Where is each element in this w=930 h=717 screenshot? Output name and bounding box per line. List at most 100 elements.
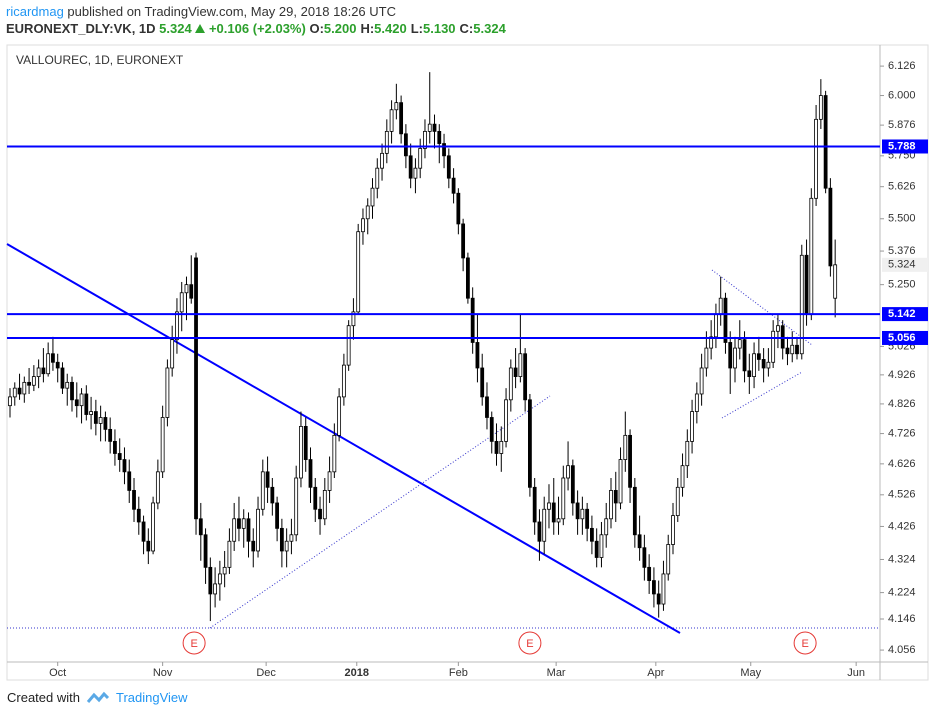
candle-body [418, 148, 423, 169]
x-tick-label: Jun [847, 667, 865, 679]
candle-body [661, 573, 666, 605]
candle-body [222, 566, 227, 575]
event-label: E [190, 638, 197, 650]
chart-title: VALLOUREC, 1D, EURONEXT [16, 53, 184, 67]
candle-body [618, 459, 623, 504]
candle-body [346, 325, 351, 366]
y-tick-label: 6.126 [888, 60, 916, 72]
candle-body [642, 547, 647, 568]
candle-body [198, 518, 203, 536]
candle-body [403, 133, 408, 157]
brand[interactable]: TradingView [115, 690, 188, 705]
y-tick-label: 4.056 [888, 644, 916, 656]
x-tick-label: Oct [49, 667, 66, 679]
candle-body [613, 490, 618, 504]
candle-body [308, 459, 313, 488]
x-tick-label: Nov [153, 667, 173, 679]
candle-body [289, 534, 294, 542]
candle-body [690, 411, 694, 442]
candle-body [742, 339, 747, 372]
candle-body [771, 330, 776, 363]
candle-body [570, 465, 575, 504]
y-tick-label: 4.626 [888, 458, 916, 470]
candle-body [532, 486, 537, 523]
candle-body [103, 417, 108, 430]
candle-body [55, 361, 60, 369]
candle-body [122, 459, 127, 473]
candle-body [31, 376, 36, 386]
candle-body [432, 123, 437, 132]
y-tick-label: 5.376 [888, 245, 916, 257]
candle-body [294, 477, 299, 536]
candle-body [585, 508, 590, 529]
y-tick-label: 6.000 [888, 89, 916, 101]
candle-body [8, 396, 12, 407]
candle-body [384, 130, 389, 154]
candle-body [251, 540, 256, 552]
candle-body [127, 471, 132, 491]
trend-dotted [209, 395, 551, 629]
chart: VALLOUREC, 1D, EURONEXT 6.126 6.000 5.876 5… [6, 44, 929, 681]
event-marker [518, 631, 542, 655]
symbol: EURONEXT_DLY:VK, 1D [6, 21, 156, 36]
y-tick-label: 5.626 [888, 181, 916, 193]
x-tick-label: Feb [449, 667, 468, 679]
candle-body [160, 417, 165, 473]
candle-body [423, 130, 427, 149]
candle-body [780, 325, 785, 349]
candle-body [446, 155, 451, 179]
x-tick-label: 2018 [345, 667, 369, 679]
candle-body [809, 197, 814, 316]
candle-body [208, 566, 213, 595]
y-tick-label: 4.526 [888, 489, 916, 501]
ohlc-value: 5.200 [323, 21, 357, 36]
candle-body [65, 381, 70, 389]
candle-body [370, 187, 375, 207]
user[interactable]: ricardmag [6, 4, 64, 19]
candle-body [389, 109, 394, 132]
logo [86, 691, 110, 703]
price: 5.324 [159, 21, 192, 36]
up-arrow [195, 24, 206, 33]
candle-body [284, 540, 289, 552]
ohlc-label: O: [309, 21, 324, 36]
candle-body [203, 534, 208, 568]
y-tick-label: 4.146 [888, 613, 916, 625]
candle-body [699, 367, 704, 395]
candle-body [84, 393, 89, 415]
candle-body [399, 102, 404, 135]
candle-body [270, 486, 275, 504]
candle-body [98, 417, 103, 424]
candle-body [756, 353, 761, 360]
candle-body [46, 353, 51, 375]
y-tick-label: 4.426 [888, 520, 916, 532]
candle-body [556, 518, 561, 523]
candle-body [652, 580, 656, 595]
ohlc-label: L: [410, 21, 423, 36]
candle-body [194, 257, 198, 520]
candle-body [332, 434, 337, 473]
ohlc-value: 5.324 [473, 21, 506, 36]
candle-body [361, 218, 365, 233]
candle-body [413, 167, 418, 179]
candle-body [93, 411, 98, 424]
candle-body [599, 534, 604, 558]
candle-body [590, 527, 594, 542]
candle-body [694, 393, 699, 412]
candle-body [795, 344, 799, 355]
candle-body [551, 502, 556, 523]
candle-body [213, 583, 218, 595]
y-tick-label: 5.876 [888, 119, 916, 131]
candle-body [761, 359, 766, 369]
price-label: 5.142 [888, 308, 916, 320]
candle-body [179, 292, 184, 313]
candle-body [327, 471, 332, 491]
candle-body [246, 518, 251, 542]
candle-body [279, 527, 284, 552]
candle-body [41, 367, 46, 375]
candle-body [461, 223, 466, 259]
candle-body [189, 284, 194, 299]
candle-body [265, 471, 270, 488]
candle-body [480, 367, 485, 398]
